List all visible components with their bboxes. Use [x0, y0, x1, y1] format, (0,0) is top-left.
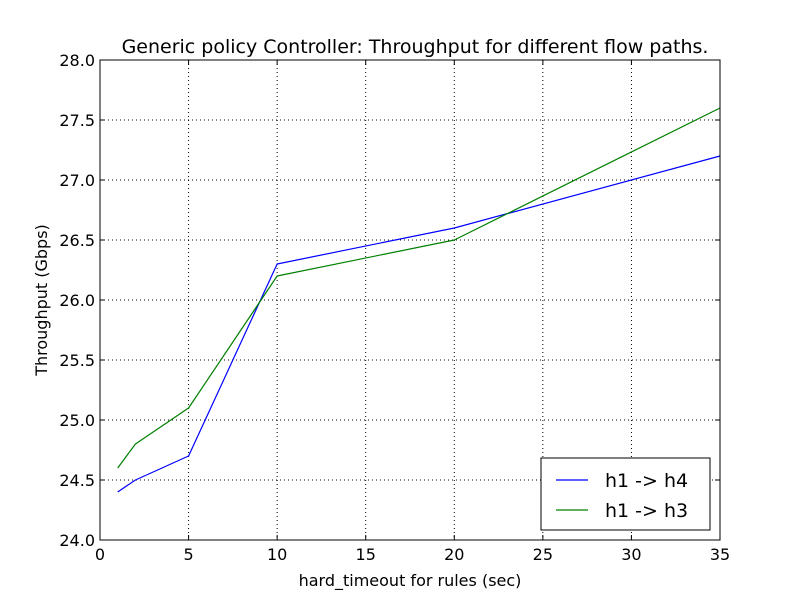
y-tick-label: 26.5	[59, 231, 95, 250]
y-tick-label: 27.5	[59, 111, 95, 130]
series-line-2	[117, 107, 721, 469]
x-tick-label: 25	[533, 545, 553, 564]
y-tick-label: 25.0	[59, 411, 95, 430]
y-tick-label: 28.0	[59, 51, 95, 70]
y-tick-label: 25.5	[59, 351, 95, 370]
x-tick-label: 10	[267, 545, 287, 564]
x-tick-label: 35	[710, 545, 730, 564]
y-tick-label: 26.0	[59, 291, 95, 310]
legend: h1 -> h4 h1 -> h3	[540, 457, 711, 531]
x-tick-label: 30	[621, 545, 641, 564]
legend-label-2: h1 -> h3	[605, 500, 688, 522]
axis-ticks: 0 5 10 15 20 25 30 35 24.0 24.5 25.0 25.5 26.0 26.5 27…	[59, 51, 730, 564]
legend-label-1: h1 -> h4	[605, 470, 688, 492]
x-tick-label: 5	[183, 545, 193, 564]
chart-title: Generic policy Controller: Throughput fo…	[122, 36, 709, 58]
x-tick-label: 0	[95, 545, 105, 564]
y-tick-label: 24.0	[59, 531, 95, 550]
x-tick-label: 20	[444, 545, 464, 564]
x-tick-label: 15	[356, 545, 376, 564]
x-axis-label: hard_timeout for rules (sec)	[299, 571, 522, 591]
y-tick-label: 24.5	[59, 471, 95, 490]
legend-box	[540, 457, 711, 531]
y-tick-label: 27.0	[59, 171, 95, 190]
series-line-1	[117, 155, 721, 493]
y-axis-label: Throughput (Gbps)	[32, 224, 51, 377]
series-lines	[117, 107, 721, 493]
